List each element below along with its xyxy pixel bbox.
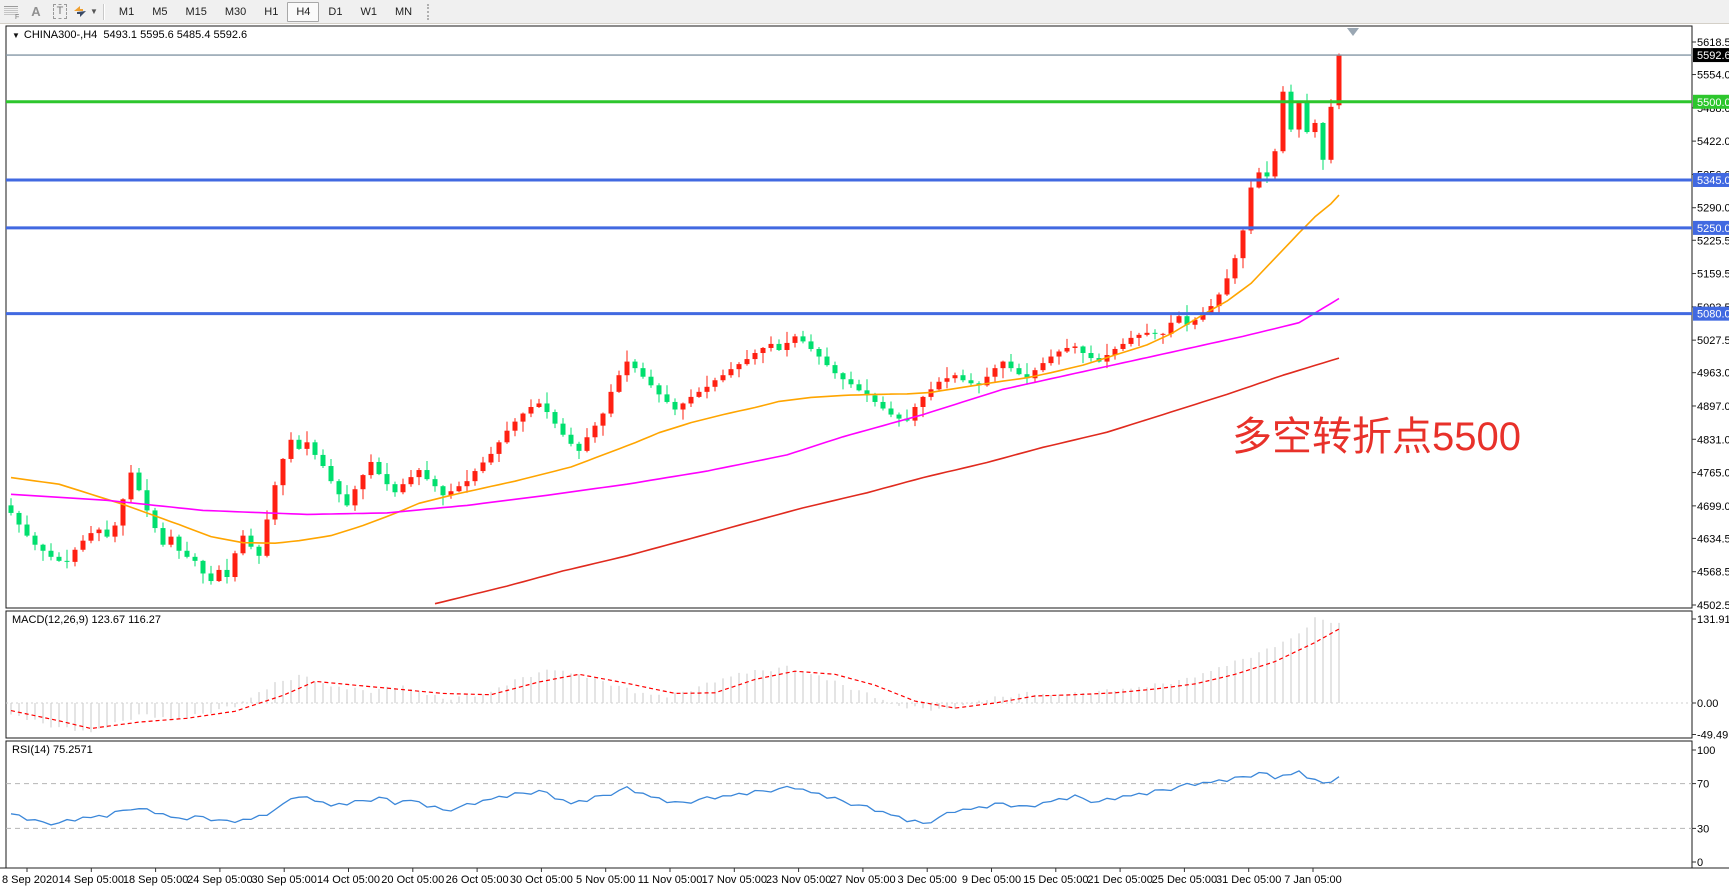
svg-text:5080.0: 5080.0 bbox=[1697, 309, 1729, 321]
text-tool-icon[interactable]: T bbox=[48, 2, 72, 22]
svg-text:0: 0 bbox=[1697, 857, 1703, 869]
svg-text:100: 100 bbox=[1697, 745, 1715, 757]
svg-text:30 Sep 05:00: 30 Sep 05:00 bbox=[251, 874, 316, 886]
panel-frame bbox=[5, 25, 1693, 609]
svg-text:5554.0: 5554.0 bbox=[1697, 70, 1729, 82]
svg-text:4634.5: 4634.5 bbox=[1697, 533, 1729, 545]
timeframe-button-m30[interactable]: M30 bbox=[224, 5, 247, 18]
svg-text:5290.0: 5290.0 bbox=[1697, 203, 1729, 215]
timeframe-button-group: M1 M5 M15 M30 H1 H4 D1 W1 MN bbox=[110, 1, 421, 22]
macd-panel: 131.91 0.00 -49.49 bbox=[6, 614, 1729, 742]
dotted-grid-icon: F bbox=[4, 5, 19, 20]
arrows-tool-icon[interactable]: ▼ bbox=[72, 2, 98, 22]
macd-values: 123.67 116.27 bbox=[91, 614, 162, 626]
svg-text:4831.0: 4831.0 bbox=[1697, 434, 1729, 446]
svg-text:24 Sep 05:00: 24 Sep 05:00 bbox=[187, 874, 252, 886]
arrow-styles-icon bbox=[74, 6, 86, 17]
svg-text:4699.0: 4699.0 bbox=[1697, 501, 1729, 513]
svg-text:-49.49: -49.49 bbox=[1697, 730, 1728, 742]
svg-text:4568.5: 4568.5 bbox=[1697, 567, 1729, 579]
svg-text:5618.5: 5618.5 bbox=[1697, 37, 1729, 49]
magenta-ma bbox=[10, 297, 1340, 516]
svg-text:8 Sep 2020: 8 Sep 2020 bbox=[2, 874, 58, 886]
svg-text:7 Jan 05:00: 7 Jan 05:00 bbox=[1284, 874, 1342, 886]
svg-text:4963.0: 4963.0 bbox=[1697, 368, 1729, 380]
svg-text:20 Oct 05:00: 20 Oct 05:00 bbox=[381, 874, 444, 886]
svg-text:14 Sep 05:00: 14 Sep 05:00 bbox=[59, 874, 124, 886]
svg-text:4765.0: 4765.0 bbox=[1697, 468, 1729, 480]
svg-text:3 Dec 05:00: 3 Dec 05:00 bbox=[898, 874, 957, 886]
svg-text:5422.0: 5422.0 bbox=[1697, 136, 1729, 148]
scroll-marker-icon bbox=[1347, 28, 1359, 36]
svg-text:14 Oct 05:00: 14 Oct 05:00 bbox=[317, 874, 380, 886]
svg-text:27 Nov 05:00: 27 Nov 05:00 bbox=[830, 874, 895, 886]
toolbar-grip-f-icon[interactable]: F bbox=[0, 2, 24, 22]
svg-text:5159.5: 5159.5 bbox=[1697, 269, 1729, 281]
svg-text:F: F bbox=[15, 14, 19, 20]
timeframe-button-h1[interactable]: H1 bbox=[264, 5, 279, 18]
svg-text:70: 70 bbox=[1697, 779, 1709, 791]
svg-text:9 Dec 05:00: 9 Dec 05:00 bbox=[962, 874, 1021, 886]
toolbar: F A T ▼ M1 M5 M15 M30 H1 H4 D1 W1 MN bbox=[0, 0, 1729, 24]
label-tool-icon[interactable]: A bbox=[31, 4, 41, 19]
svg-text:15 Dec 05:00: 15 Dec 05:00 bbox=[1023, 874, 1088, 886]
symbol-collapse-icon[interactable]: ▼ bbox=[12, 31, 20, 40]
svg-text:31 Dec 05:00: 31 Dec 05:00 bbox=[1216, 874, 1281, 886]
toolbar-separator bbox=[102, 3, 105, 20]
red-ma bbox=[434, 357, 1340, 605]
svg-text:4502.5: 4502.5 bbox=[1697, 600, 1729, 612]
panel-frame bbox=[5, 610, 1693, 739]
rsi-indicator-label: RSI(14) 75.2571 bbox=[12, 744, 93, 756]
svg-text:131.91: 131.91 bbox=[1697, 614, 1729, 626]
svg-text:30 Oct 05:00: 30 Oct 05:00 bbox=[510, 874, 573, 886]
svg-text:21 Dec 05:00: 21 Dec 05:00 bbox=[1087, 874, 1152, 886]
svg-text:5225.5: 5225.5 bbox=[1697, 235, 1729, 247]
svg-text:5 Nov 05:00: 5 Nov 05:00 bbox=[576, 874, 635, 886]
svg-text:5027.5: 5027.5 bbox=[1697, 335, 1729, 347]
svg-text:18 Sep 05:00: 18 Sep 05:00 bbox=[123, 874, 188, 886]
chart-ohlc-quote: 5493.1 5595.6 5485.4 5592.6 bbox=[103, 29, 248, 41]
macd-indicator-label: MACD(12,26,9) 123.67 116.27 bbox=[12, 614, 162, 626]
svg-text:5592.6: 5592.6 bbox=[1697, 50, 1729, 62]
timeframe-button-m15[interactable]: M15 bbox=[185, 5, 207, 18]
svg-text:25 Dec 05:00: 25 Dec 05:00 bbox=[1152, 874, 1217, 886]
svg-text:23 Nov 05:00: 23 Nov 05:00 bbox=[766, 874, 831, 886]
timeframe-button-m5[interactable]: M5 bbox=[152, 5, 168, 18]
chart-title: ▼ CHINA300-,H4 5493.1 5595.6 5485.4 5592.… bbox=[12, 29, 247, 41]
timeframe-button-h4[interactable]: H4 bbox=[287, 1, 320, 22]
svg-text:0.00: 0.00 bbox=[1697, 698, 1718, 710]
svg-text:4897.0: 4897.0 bbox=[1697, 401, 1729, 413]
dropdown-caret-icon: ▼ bbox=[90, 7, 98, 16]
svg-text:5345.0: 5345.0 bbox=[1697, 175, 1729, 187]
svg-text:30: 30 bbox=[1697, 823, 1709, 835]
rsi-value: 75.2571 bbox=[52, 744, 93, 756]
chart-symbol-period: CHINA300-,H4 bbox=[23, 29, 98, 41]
panel-frame bbox=[5, 740, 1693, 869]
macd-signal-line bbox=[10, 628, 1340, 730]
timeframe-button-w1[interactable]: W1 bbox=[360, 5, 377, 18]
svg-text:26 Oct 05:00: 26 Oct 05:00 bbox=[446, 874, 509, 886]
price-axis: 5618.55554.05488.05422.05356.05290.05225… bbox=[1692, 37, 1729, 612]
timeframe-button-m1[interactable]: M1 bbox=[118, 5, 135, 18]
orange-ma bbox=[10, 194, 1340, 544]
chart-text-annotation: 多空转折点5500 bbox=[1232, 415, 1521, 459]
toolbar-grip bbox=[427, 3, 434, 20]
svg-text:5250.0: 5250.0 bbox=[1697, 223, 1729, 235]
svg-text:5500.0: 5500.0 bbox=[1697, 97, 1729, 109]
svg-text:11 Nov 05:00: 11 Nov 05:00 bbox=[638, 874, 703, 886]
rsi-panel: 100 70 30 0 bbox=[6, 745, 1715, 869]
timeframe-button-d1[interactable]: D1 bbox=[328, 5, 343, 18]
timeframe-button-mn[interactable]: MN bbox=[394, 5, 413, 18]
rsi-line bbox=[10, 770, 1340, 826]
svg-text:17 Nov 05:00: 17 Nov 05:00 bbox=[702, 874, 767, 886]
